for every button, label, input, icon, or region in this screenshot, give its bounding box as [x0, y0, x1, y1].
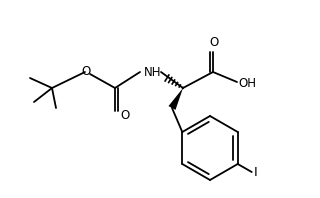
Text: I: I	[254, 167, 258, 180]
Text: O: O	[81, 65, 91, 77]
Text: O: O	[120, 109, 129, 122]
Polygon shape	[169, 88, 183, 110]
Text: NH: NH	[144, 66, 162, 78]
Text: OH: OH	[238, 76, 256, 89]
Text: O: O	[209, 36, 219, 49]
